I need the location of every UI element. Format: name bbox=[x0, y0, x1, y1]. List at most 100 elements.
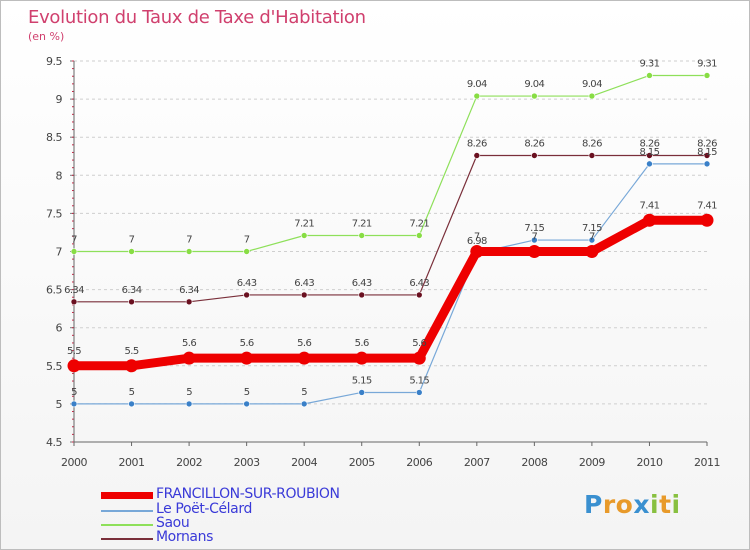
y-tick-label: 4.5 bbox=[46, 436, 62, 449]
data-point bbox=[585, 245, 599, 258]
legend-label-francillon: FRANCILLON-SUR-ROUBION bbox=[156, 486, 340, 502]
data-label: 7.15 bbox=[582, 223, 602, 234]
legend-item-francillon: FRANCILLON-SUR-ROUBION bbox=[101, 486, 401, 503]
legend-label-le-poet-celard: Le Poët-Célard bbox=[156, 501, 252, 517]
legend-swatch-le-poet-celard bbox=[101, 510, 153, 512]
data-label: 6.98 bbox=[467, 236, 487, 247]
data-label: 7 bbox=[244, 235, 250, 246]
data-point bbox=[642, 213, 656, 227]
x-tick-label: 2002 bbox=[176, 456, 202, 469]
data-point bbox=[531, 236, 538, 244]
data-label: 7.21 bbox=[352, 218, 372, 229]
x-tick-label: 2003 bbox=[234, 456, 260, 469]
y-tick-label: 6.5 bbox=[46, 284, 62, 297]
data-label: 7.41 bbox=[697, 200, 717, 211]
data-point bbox=[128, 298, 135, 306]
data-point bbox=[300, 400, 308, 408]
data-label: 8.26 bbox=[582, 138, 602, 149]
data-point bbox=[125, 359, 139, 373]
data-label: 6.43 bbox=[409, 278, 429, 289]
logo-letter: t bbox=[659, 490, 672, 519]
data-label: 5 bbox=[129, 387, 135, 398]
data-point bbox=[182, 351, 196, 365]
data-label: 5.6 bbox=[297, 338, 311, 349]
data-point bbox=[70, 298, 78, 306]
x-tick-label: 2001 bbox=[119, 456, 145, 469]
y-tick-label: 5.5 bbox=[46, 360, 62, 373]
data-point bbox=[473, 92, 481, 100]
data-point bbox=[415, 291, 423, 299]
data-label: 9.31 bbox=[697, 58, 717, 69]
chart-title: Evolution du Taux de Taxe d'Habitation bbox=[28, 7, 366, 28]
data-point bbox=[703, 152, 711, 159]
data-point bbox=[67, 359, 81, 373]
y-tick-label: 9.5 bbox=[46, 55, 62, 68]
data-point bbox=[185, 298, 193, 306]
data-point bbox=[415, 389, 423, 396]
data-label: 9.04 bbox=[524, 79, 544, 90]
data-point bbox=[470, 245, 484, 258]
data-label: 5 bbox=[244, 387, 250, 398]
data-point bbox=[588, 92, 596, 100]
data-label: 8.15 bbox=[640, 147, 660, 158]
data-label: 7.15 bbox=[524, 223, 544, 234]
data-point bbox=[243, 291, 250, 299]
x-tick-label: 2007 bbox=[464, 456, 490, 469]
data-label: 7 bbox=[531, 232, 537, 243]
data-label: 6.43 bbox=[294, 278, 314, 289]
y-tick-label: 8 bbox=[56, 169, 63, 182]
data-label: 7 bbox=[589, 232, 595, 243]
data-label: 6.43 bbox=[237, 278, 257, 289]
data-label: 9.04 bbox=[582, 79, 602, 90]
chart-subtitle: (en %) bbox=[28, 30, 65, 43]
data-label: 5.6 bbox=[355, 338, 369, 349]
data-label: 7 bbox=[474, 232, 480, 243]
legend-swatch-saou bbox=[101, 524, 153, 526]
data-label: 6.34 bbox=[122, 285, 142, 296]
data-point bbox=[531, 152, 538, 159]
data-point bbox=[355, 351, 369, 365]
data-point bbox=[531, 92, 538, 100]
data-point bbox=[240, 351, 254, 365]
legend-item-le-poet-celard: Le Poët-Célard bbox=[101, 501, 401, 518]
data-point bbox=[185, 248, 193, 255]
data-label: 8.26 bbox=[467, 138, 487, 149]
logo-letter: i bbox=[671, 490, 681, 519]
legend-swatch-francillon bbox=[101, 492, 153, 499]
series-line bbox=[74, 74, 707, 253]
data-point bbox=[588, 152, 596, 159]
legend-label-saou: Saou bbox=[156, 515, 190, 531]
x-tick-label: 2008 bbox=[521, 456, 547, 469]
data-label: 5 bbox=[301, 387, 307, 398]
data-label: 8.26 bbox=[524, 138, 544, 149]
y-tick-label: 8.5 bbox=[46, 131, 62, 144]
logo-letter: P bbox=[584, 490, 603, 519]
data-label: 5.15 bbox=[409, 375, 429, 386]
data-point bbox=[415, 232, 423, 239]
y-tick-label: 6 bbox=[56, 322, 63, 335]
y-tick-label: 9 bbox=[56, 93, 63, 106]
data-label: 8.26 bbox=[697, 138, 717, 149]
logo-letter: i bbox=[650, 490, 660, 519]
data-label: 5.5 bbox=[67, 346, 81, 357]
data-label: 7 bbox=[71, 235, 77, 246]
logo-letter: x bbox=[633, 490, 650, 519]
data-point bbox=[646, 160, 653, 168]
data-point bbox=[588, 236, 596, 244]
data-point bbox=[646, 72, 653, 79]
data-label: 5 bbox=[186, 387, 192, 398]
data-label: 8.15 bbox=[697, 147, 717, 158]
y-tick-label: 7.5 bbox=[46, 207, 62, 220]
data-label: 5.6 bbox=[182, 338, 196, 349]
data-point bbox=[703, 72, 711, 79]
data-label: 7 bbox=[186, 235, 192, 246]
x-tick-label: 2000 bbox=[61, 456, 87, 469]
series-line bbox=[74, 154, 707, 303]
x-tick-label: 2004 bbox=[291, 456, 317, 469]
data-point bbox=[700, 213, 714, 227]
legend-swatch-mornans bbox=[101, 538, 153, 540]
x-tick-label: 2011 bbox=[694, 456, 720, 469]
data-label: 5 bbox=[71, 387, 77, 398]
